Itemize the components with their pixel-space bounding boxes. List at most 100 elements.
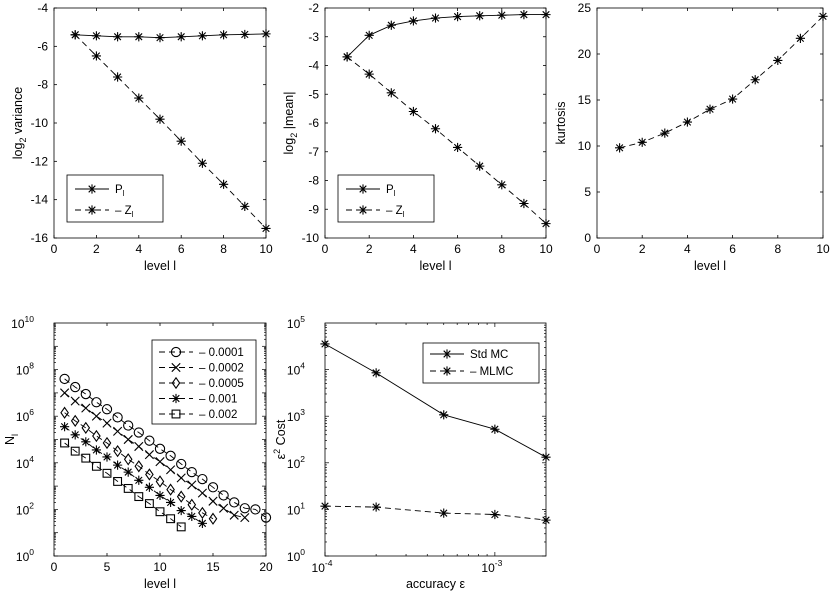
y-tick-label: -6 [308, 116, 319, 130]
data-point [134, 460, 144, 473]
data-point [371, 502, 381, 512]
x-tick-label: 10 [153, 560, 167, 574]
legend-marker-1 [87, 205, 97, 215]
y-label-main: log [282, 138, 296, 155]
data-point [101, 404, 113, 415]
legend-sub: l [123, 189, 125, 198]
y-tick-label: 103 [287, 407, 305, 424]
data-point [123, 467, 133, 477]
data-point [240, 201, 250, 211]
y-tick-label: 10 [578, 139, 592, 153]
data-point [123, 483, 133, 493]
y-tick-label: 101 [287, 500, 305, 517]
data-point [113, 444, 122, 458]
legend-text: P [386, 184, 394, 196]
y-tick-exp: 6 [29, 407, 34, 417]
legend-text: 0.0005 [209, 378, 244, 390]
x-tick-label: 6 [729, 242, 736, 256]
data-point [155, 114, 165, 124]
data-point [91, 51, 101, 61]
y-tick-label: 104 [16, 454, 34, 471]
data-point [102, 418, 112, 428]
series-0 [70, 29, 271, 43]
x-tick-label: 8 [774, 242, 781, 256]
y-label-main: kurtosis [554, 101, 568, 144]
legend-text: 0.002 [209, 409, 238, 421]
y-tick-exp: 3 [300, 407, 305, 417]
legend-marker-1 [358, 205, 368, 215]
data-point [250, 504, 261, 515]
legend-dash: – [470, 366, 480, 378]
data-point [490, 424, 500, 434]
data-point [70, 446, 80, 456]
data-point [186, 466, 197, 478]
series-line [64, 378, 267, 518]
data-point [102, 468, 112, 478]
data-point [155, 457, 165, 467]
series-line [64, 442, 182, 528]
data-point [155, 507, 165, 517]
y-axis-label: log2 |mean| [282, 92, 299, 155]
legend-label-0: – 0.0001 [199, 347, 244, 359]
data-point [165, 450, 176, 461]
series-1 [342, 52, 551, 229]
data-point [144, 499, 154, 509]
series-line [346, 56, 547, 224]
data-point [81, 453, 91, 463]
data-point [207, 482, 219, 493]
data-point [197, 488, 207, 498]
data-point [91, 31, 101, 41]
data-point [102, 452, 112, 462]
x-axis-label: level l [420, 259, 452, 273]
data-point [342, 52, 352, 62]
y-tick-label: 0 [584, 231, 591, 245]
x-tick-label: 10 [816, 242, 830, 256]
legend-label-1: – Zl [386, 205, 405, 219]
data-point [541, 10, 551, 20]
x-axis-label: level l [694, 259, 726, 273]
data-point [91, 461, 101, 471]
data-point [219, 30, 229, 40]
x-tick-exp: -4 [325, 558, 333, 568]
data-point [240, 512, 250, 523]
x-tick-label: 0 [51, 242, 58, 256]
data-point [155, 475, 165, 488]
data-point [229, 510, 239, 520]
y-tick-label: 20 [578, 47, 592, 61]
x-tick-label: 10-3 [481, 558, 502, 575]
data-point [219, 503, 229, 513]
series-line [64, 412, 214, 520]
x-tick-label: 15 [206, 560, 220, 574]
y-tick-label: 104 [287, 361, 305, 378]
data-point [371, 368, 381, 378]
data-point [145, 468, 154, 481]
x-tick-label: 2 [93, 242, 100, 256]
data-point [166, 483, 175, 496]
legend-label-0: Pl [115, 184, 125, 198]
y-tick-label: -3 [308, 30, 319, 44]
data-point [229, 497, 240, 508]
data-point [176, 136, 186, 146]
data-point [144, 435, 155, 446]
data-point [497, 180, 507, 190]
y-tick-label: -7 [308, 145, 319, 159]
data-point [176, 522, 186, 532]
data-point [176, 458, 187, 470]
x-tick-label: 6 [454, 242, 461, 256]
x-tick-label: 2 [366, 242, 373, 256]
data-point [91, 445, 101, 455]
data-point [70, 30, 80, 40]
data-point [91, 411, 101, 421]
y-tick-exp: 2 [300, 454, 305, 464]
y-label-sup: 2 [272, 449, 282, 454]
data-point [112, 412, 123, 423]
data-point [60, 388, 70, 398]
legend-dash: – [199, 409, 209, 421]
y-label-main: N [3, 436, 17, 445]
data-point [408, 16, 418, 26]
data-point [728, 94, 738, 104]
y-tick-label: 106 [16, 407, 34, 424]
